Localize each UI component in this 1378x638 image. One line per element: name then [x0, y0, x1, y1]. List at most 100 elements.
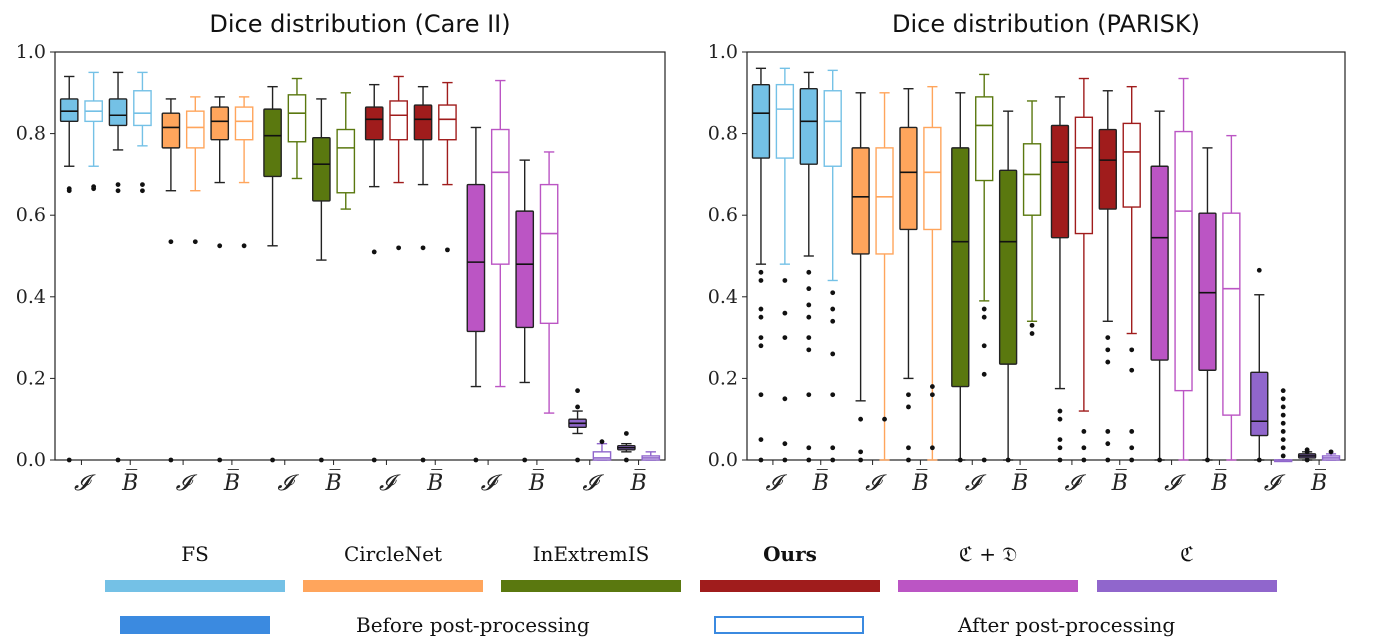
x-tick-label: 𝓘: [277, 471, 299, 496]
box-outlier: [1105, 441, 1111, 447]
box-outlier: [957, 457, 963, 463]
box-outlier: [830, 392, 836, 398]
box-outlier: [1005, 457, 1011, 463]
box-outlier: [981, 314, 987, 320]
box-outlier: [806, 314, 812, 320]
legend-swatch-c: [1097, 580, 1277, 592]
box-body: [1250, 371, 1269, 437]
box-outlier: [858, 457, 864, 463]
box-body: [539, 183, 559, 325]
box-body: [59, 98, 79, 123]
box-body: [389, 100, 408, 141]
box-body: [1050, 124, 1070, 239]
box-outlier: [1280, 420, 1286, 426]
box-outlier: [1081, 429, 1087, 434]
box-outlier: [575, 388, 580, 394]
x-tick-label: B̅: [121, 469, 138, 496]
box-body: [592, 451, 612, 461]
y-tick-label: 0.4: [708, 286, 738, 308]
box-outlier: [782, 457, 788, 463]
box-outlier: [806, 457, 812, 463]
x-tick-label: B̅: [324, 469, 341, 496]
box-outlier: [66, 186, 72, 192]
box-outlier: [1129, 429, 1135, 434]
box-body: [263, 108, 282, 178]
box-outlier: [1304, 457, 1310, 463]
legend-swatch-c-plus-d: [898, 580, 1078, 592]
x-tick-label: B̅: [528, 469, 545, 496]
x-tick-label: 𝓘: [1264, 471, 1286, 496]
box-outlier: [782, 441, 788, 447]
x-tick-label: 𝓘: [176, 471, 198, 496]
box-outlier: [758, 437, 764, 442]
box-outlier: [1280, 437, 1286, 442]
box-outlier: [1057, 416, 1063, 422]
box-outlier: [1057, 445, 1063, 451]
box-body: [185, 110, 205, 149]
box-body: [751, 83, 771, 159]
box-outlier: [473, 457, 479, 463]
box-outlier: [929, 445, 935, 451]
box-outlier: [782, 278, 788, 283]
box-outlier: [217, 243, 223, 249]
legend-label-inextremis: InExtremIS: [532, 542, 650, 566]
box-outlier: [623, 431, 629, 436]
box-outlier: [371, 249, 377, 255]
y-tick-label: 0.4: [16, 286, 46, 308]
box-outlier: [420, 245, 426, 251]
box-body: [1198, 212, 1217, 371]
box-outlier: [599, 439, 605, 445]
box-body: [466, 183, 486, 333]
box-body: [899, 126, 918, 231]
box-outlier: [830, 318, 836, 324]
box-body: [823, 90, 842, 167]
box-outlier: [1280, 412, 1286, 418]
box-outlier: [981, 343, 987, 349]
box-outlier: [270, 457, 275, 463]
box-body: [210, 106, 230, 141]
x-tick-label: B̅: [911, 469, 928, 496]
box-body: [336, 128, 356, 194]
box-outlier: [1328, 449, 1334, 455]
box-outlier: [1304, 449, 1310, 455]
box-outlier: [1256, 457, 1262, 463]
box-outlier: [241, 243, 247, 249]
chart-title: Dice distribution (Care II): [209, 10, 510, 38]
y-tick-label: 1.0: [16, 41, 46, 63]
x-tick-label: 𝓘: [582, 471, 604, 496]
box-outlier: [758, 457, 764, 463]
y-tick-label: 0.2: [708, 367, 738, 389]
box-body: [490, 128, 510, 265]
box-outlier: [1105, 359, 1111, 365]
box-outlier: [1256, 267, 1262, 273]
box-outlier: [858, 449, 864, 455]
box-body: [923, 126, 942, 231]
box-body: [161, 112, 181, 149]
box-body: [975, 96, 994, 182]
box-outlier: [91, 184, 97, 190]
y-tick-label: 0.0: [16, 449, 46, 471]
box-body: [851, 147, 870, 255]
plot-frame: [746, 51, 1346, 461]
box-outlier: [575, 457, 580, 463]
box-outlier: [623, 457, 629, 463]
x-tick-label: 𝓘: [765, 471, 787, 496]
box-outlier: [1029, 322, 1035, 328]
legend-label-ours: Ours: [763, 542, 817, 566]
box-outlier: [981, 457, 987, 463]
box-outlier: [1280, 429, 1286, 434]
x-tick-label: B̅: [1310, 469, 1327, 496]
legend-label-fs: FS: [181, 542, 209, 566]
box-outlier: [66, 457, 72, 463]
box-outlier: [140, 188, 145, 194]
y-tick-label: 0.8: [708, 123, 738, 145]
box-outlier: [758, 306, 764, 312]
box-outlier: [1105, 335, 1111, 340]
box-outlier: [318, 457, 324, 463]
box-outlier: [1157, 457, 1163, 463]
x-tick-label: 𝓘: [481, 471, 503, 496]
box-body: [1074, 116, 1094, 235]
box-body: [287, 94, 307, 143]
legend-swatch-circlenet: [303, 580, 483, 592]
